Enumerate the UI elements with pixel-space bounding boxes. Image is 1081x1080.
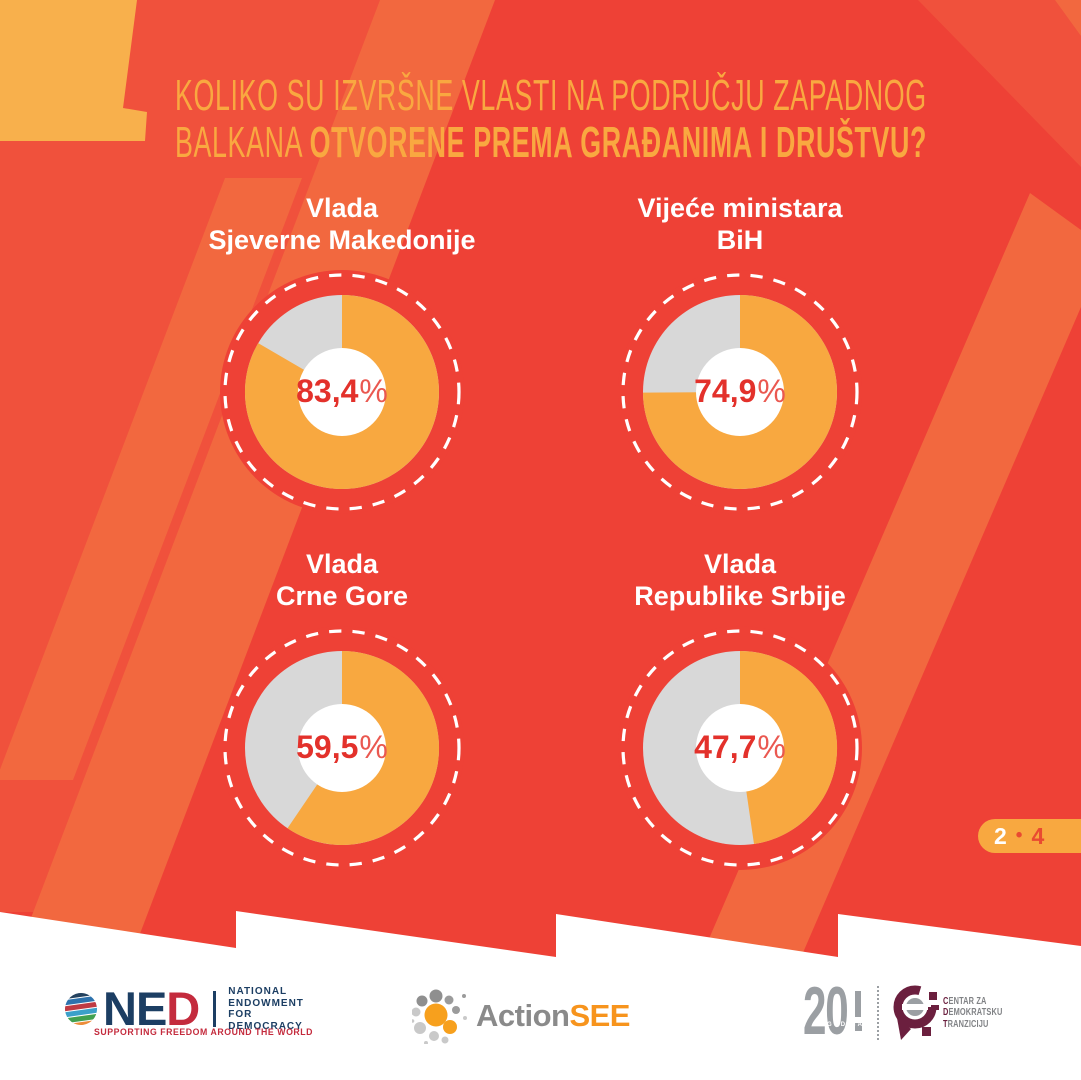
headline: KOLIKO SU IZVRŠNE VLASTI NA PODRUČJU ZAP… xyxy=(175,72,1081,166)
ned-acronym: NED xyxy=(103,985,200,1032)
donut-chart-svg xyxy=(220,270,464,514)
cdt-years-label: GODINA xyxy=(827,1022,865,1028)
ned-globe-icon xyxy=(64,992,98,1026)
ned-name-lines: NATIONAL ENDOWMENT FOR DEMOCRACY xyxy=(228,986,304,1032)
page-indicator-separator: • xyxy=(1015,825,1023,846)
background-stripe-left-long xyxy=(15,0,495,960)
chart-label: Vlada Crne Gore xyxy=(162,548,522,612)
chart-label-line2: Crne Gore xyxy=(275,581,409,611)
chart-label-line2: Sjeverne Makedonije xyxy=(208,225,476,255)
ned-divider xyxy=(213,991,217,1027)
ned-tagline: SUPPORTING FREEDOM AROUND THE WORLD xyxy=(94,1027,314,1038)
background-subtle-triangle-topright xyxy=(918,0,1081,167)
chart-label-line1: Vlada xyxy=(703,549,777,579)
ned-logo: NED NATIONAL ENDOWMENT FOR DEMOCRACY xyxy=(64,985,304,1032)
percentage-value: 74,9% xyxy=(694,373,786,409)
actionsee-wordmark: ActionSEE xyxy=(476,998,630,1033)
headline-line-2: BALKANA OTVORENE PREMA GRAĐANIMA I DRUŠT… xyxy=(175,118,927,167)
background-stripe-left-short xyxy=(0,178,302,780)
cdt-tick-icon xyxy=(855,991,861,1017)
chart-label: Vlada Sjeverne Makedonije xyxy=(162,192,522,256)
donut-chart-serbia: Vlada Republike Srbije 47,7% xyxy=(560,542,920,902)
headline-line-1: KOLIKO SU IZVRŠNE VLASTI NA PODRUČJU ZAP… xyxy=(175,71,927,120)
chart-label-line2: Republike Srbije xyxy=(634,581,846,611)
corner-quote-shape xyxy=(0,0,147,141)
page-indicator-current: 2 xyxy=(994,822,1007,849)
footer: NED NATIONAL ENDOWMENT FOR DEMOCRACY SUP… xyxy=(0,912,1081,1080)
page-indicator-total: 4 xyxy=(1031,822,1045,849)
donut-chart-svg xyxy=(618,626,862,870)
donut-chart-svg xyxy=(220,626,464,870)
donut-chart-bih: Vijeće ministara BiH 74,9% xyxy=(560,186,920,546)
cdt-divider xyxy=(877,986,879,1040)
actionsee-logo: ActionSEE xyxy=(412,988,630,1044)
chart-label-line1: Vijeće ministara xyxy=(637,193,843,223)
percentage-value: 83,4% xyxy=(296,373,388,409)
percentage-value: 47,7% xyxy=(694,729,786,765)
chart-label: Vlada Republike Srbije xyxy=(560,548,920,612)
page-indicator: 2 • 4 xyxy=(978,819,1081,853)
actionsee-starburst-icon xyxy=(412,989,467,1044)
cdt-years-number: 20 xyxy=(803,973,849,1049)
footer-white-area xyxy=(0,911,1081,1080)
cdt-20-years: 20 GODINA xyxy=(803,973,865,1049)
percentage-value: 59,5% xyxy=(296,729,388,765)
cdt-tick-dot-icon xyxy=(855,1023,862,1031)
chart-label-line1: Vlada xyxy=(305,193,379,223)
chart-label-line2: BiH xyxy=(716,225,764,255)
donut-chart-north-macedonia: Vlada Sjeverne Makedonije 83,4% xyxy=(162,186,522,546)
donut-chart-montenegro: Vlada Crne Gore 59,5% xyxy=(162,542,522,902)
background-corner-sliver xyxy=(1055,0,1081,36)
cdt-logo: 20 GODINA CENTAR ZA DEMOKRATSKU TRANZICI… xyxy=(803,973,1023,1049)
donut-chart-svg xyxy=(618,270,862,514)
ned-acronym-ne: NE xyxy=(103,982,167,1035)
cdt-name-lines: CENTAR ZA DEMOKRATSKU TRANZICIJU xyxy=(943,995,1003,1030)
ned-acronym-d: D xyxy=(166,982,200,1035)
chart-label-line1: Vlada xyxy=(305,549,379,579)
chart-label: Vijeće ministara BiH xyxy=(560,192,920,256)
cdt-emblem-icon xyxy=(893,985,939,1040)
